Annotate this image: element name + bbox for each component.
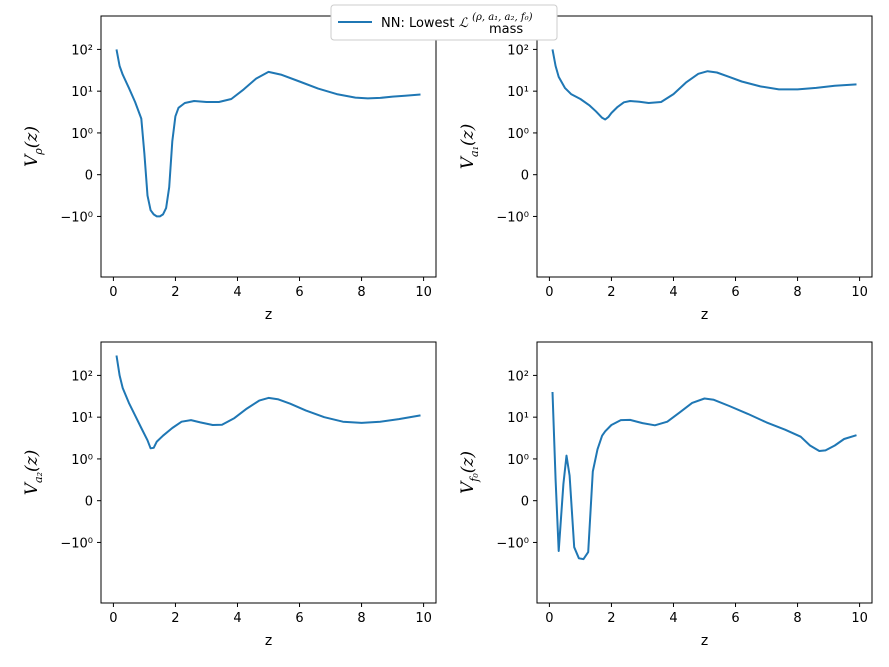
x-tick-label: 8 [793,611,801,626]
x-axis-label: z [701,633,708,649]
axes-frame [100,15,437,278]
x-axis-label: z [265,633,272,649]
legend-entry: NN: Lowest ℒ (ρ, a₁, a₂, f₀) [381,12,533,31]
y-tick-label: −10⁰ [496,210,529,225]
y-tick-label: 10¹ [71,411,93,426]
y-label-base: V [22,481,42,495]
legend-superscript: (ρ, a₁, a₂, f₀) [472,12,533,23]
y-tick-label: 10² [507,43,529,58]
y-tick-label: 10² [71,369,93,384]
y-label-arg: (z) [22,126,42,148]
subplot-1: 0 2 4 6 8 10 10² 10¹ 10⁰ 0 −10⁰ z Vρ(z) [22,15,437,323]
x-tick-label: 8 [793,285,801,300]
axes-frame [100,341,437,604]
y-tick-label: −10⁰ [60,210,93,225]
x-tick-label: 6 [295,285,303,300]
axes-frame [536,15,873,278]
y-label-arg: (z) [458,124,478,146]
y-tick-label: 10² [507,369,529,384]
series-line [115,355,421,450]
x-tick-label: 10 [415,285,432,300]
x-tick-label: 2 [171,611,179,626]
y-label-subscript: ρ [32,148,45,156]
legend-label: NN: Lowest [381,16,459,31]
y-label-base: V [22,153,42,167]
y-label-arg: (z) [458,451,478,473]
y-tick-label: 0 [85,169,93,184]
y-tick-label: 0 [85,495,93,510]
x-tick-label: 10 [851,285,868,300]
x-axis-label: z [701,307,708,323]
x-tick-label: 2 [171,285,179,300]
y-tick-label: 10² [71,43,93,58]
y-tick-label: 10⁰ [507,127,529,142]
x-tick-label: 8 [357,285,365,300]
x-tick-label: 0 [109,285,117,300]
x-tick-label: 2 [607,611,615,626]
y-axis-label: Va₂(z) [22,450,45,495]
legend: NN: Lowest ℒ (ρ, a₁, a₂, f₀) mass [330,4,558,41]
x-tick-label: 4 [669,611,677,626]
y-label-arg: (z) [22,450,42,472]
x-tick-label: 0 [545,285,553,300]
x-axis-label: z [265,307,272,323]
legend-box [330,4,558,41]
y-tick-label: 0 [521,169,529,184]
y-tick-label: 10¹ [507,85,529,100]
x-tick-label: 4 [669,285,677,300]
x-tick-label: 10 [415,611,432,626]
y-tick-label: 10¹ [507,411,529,426]
subplot-2: 0 2 4 6 8 10 10² 10¹ 10⁰ 0 −10⁰ z Va₁(z) [458,15,873,323]
legend-subscript: mass [489,22,523,37]
x-tick-label: 0 [109,611,117,626]
y-label-base: V [458,480,478,494]
series-line [551,391,857,561]
y-tick-label: −10⁰ [496,536,529,551]
y-tick-label: 10¹ [71,85,93,100]
series-line [115,49,421,218]
y-label-base: V [458,155,478,169]
y-label-subscript: a₂ [32,472,45,483]
x-tick-label: 6 [731,611,739,626]
y-tick-label: 0 [521,495,529,510]
y-axis-label: Vρ(z) [22,126,45,167]
y-tick-label: −10⁰ [60,536,93,551]
x-tick-label: 6 [295,611,303,626]
x-tick-label: 0 [545,611,553,626]
y-tick-label: 10⁰ [71,453,93,468]
legend-math-symbol: ℒ [459,16,469,31]
y-axis-label: Vf₀(z) [458,451,481,494]
series-line [551,49,857,121]
y-axis-label: Va₁(z) [458,124,481,169]
x-tick-label: 2 [607,285,615,300]
y-tick-label: 10⁰ [507,453,529,468]
subplot-4: 0 2 4 6 8 10 10² 10¹ 10⁰ 0 −10⁰ z Vf₀(z) [458,341,873,649]
x-tick-label: 10 [851,611,868,626]
y-label-subscript: f₀ [468,473,481,483]
y-tick-label: 10⁰ [71,127,93,142]
axes-frame [536,341,873,604]
x-tick-label: 4 [233,285,241,300]
subplot-3: 0 2 4 6 8 10 10² 10¹ 10⁰ 0 −10⁰ z Va₂(z) [22,341,437,649]
x-tick-label: 6 [731,285,739,300]
x-tick-label: 8 [357,611,365,626]
x-tick-label: 4 [233,611,241,626]
y-label-subscript: a₁ [468,146,481,157]
